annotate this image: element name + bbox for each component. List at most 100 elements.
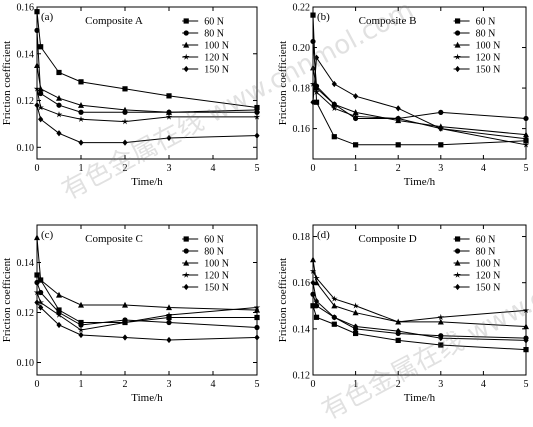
data-point [165, 113, 173, 120]
series-150n [310, 54, 529, 142]
data-point [77, 115, 85, 122]
y-tick-label: 0.18 [293, 84, 311, 95]
data-point [438, 342, 444, 348]
legend-marker [182, 271, 190, 278]
data-point [310, 64, 316, 71]
data-point [523, 323, 529, 330]
x-tick-label: 5 [524, 379, 529, 390]
data-point [395, 105, 401, 112]
series-100n [34, 234, 260, 313]
legend-entry: 60 N [476, 235, 496, 246]
data-point [353, 142, 359, 148]
y-axis-label: Friction coefficient [1, 258, 13, 342]
data-point [56, 130, 62, 137]
data-point [37, 299, 44, 306]
x-tick-label: 5 [255, 163, 260, 174]
y-tick-label: 0.12 [293, 371, 311, 382]
data-point [37, 276, 44, 283]
x-tick-label: 1 [353, 379, 358, 390]
data-point [78, 79, 84, 85]
data-point [310, 279, 316, 286]
series-line [312, 305, 527, 351]
legend-entry: 150 N [204, 283, 229, 294]
data-point [353, 323, 359, 330]
chart-panel-4: 0 1 2 3 4 5 0.12 0.14 0.16 0.18 Time/h Friction coe… [277, 224, 530, 404]
data-point [352, 109, 359, 115]
data-point [523, 135, 529, 142]
data-point [523, 131, 529, 138]
data-point [310, 38, 316, 45]
data-point [78, 102, 84, 108]
data-point [166, 319, 172, 326]
legend-entry: 150 N [204, 65, 229, 76]
legend-marker [454, 53, 461, 60]
series-150n [310, 279, 529, 344]
chart-title: Composite A [85, 15, 143, 27]
series-80n [34, 279, 260, 331]
data-point [395, 117, 402, 124]
plot-frame [312, 224, 527, 376]
data-point [253, 304, 261, 311]
data-point [313, 274, 320, 281]
legend-entry: 60 N [204, 17, 224, 28]
y-tick-label: 0.14 [293, 324, 311, 335]
data-point [55, 111, 63, 118]
data-point [56, 69, 62, 76]
data-point [33, 85, 41, 92]
data-point [395, 328, 401, 335]
data-point [55, 311, 63, 318]
data-point [166, 134, 172, 142]
legend-marker [454, 41, 461, 48]
x-tick-label: 2 [396, 379, 401, 390]
legend-marker [454, 259, 461, 266]
data-point [522, 306, 530, 314]
data-point [313, 54, 320, 61]
plot-frame [36, 6, 258, 160]
data-point [313, 99, 320, 105]
series-80n [310, 291, 529, 341]
data-point [78, 139, 84, 146]
data-point [310, 291, 316, 297]
data-point [313, 314, 320, 320]
series-120n [309, 267, 530, 325]
data-point [34, 9, 40, 15]
data-point [310, 12, 316, 18]
x-tick-label: 2 [123, 163, 128, 174]
data-point [254, 324, 260, 331]
data-point [310, 256, 316, 263]
data-point [353, 115, 359, 122]
data-point [38, 116, 44, 123]
data-point [331, 134, 337, 140]
legend-marker [454, 271, 461, 278]
data-point [166, 93, 172, 99]
data-point [310, 99, 316, 106]
legend-entry: 120 N [204, 53, 229, 64]
y-tick-label: 0.20 [293, 43, 311, 54]
legend-marker [454, 18, 461, 24]
data-point [78, 109, 84, 115]
data-point [313, 298, 320, 305]
data-point [37, 85, 44, 92]
series-60n [310, 12, 529, 148]
data-point [253, 113, 261, 120]
y-tick-label: 0.16 [17, 3, 35, 14]
data-point [77, 326, 85, 333]
data-point [165, 311, 173, 318]
series-60n [310, 303, 529, 353]
data-point [523, 347, 529, 353]
data-point [522, 141, 530, 148]
data-point [331, 314, 337, 321]
data-point [331, 101, 338, 107]
data-point [438, 334, 444, 342]
data-point [438, 125, 444, 132]
data-point [34, 279, 40, 286]
y-axis-label: Friction coefficient [277, 258, 289, 342]
x-tick-label: 3 [438, 379, 443, 390]
data-point [38, 289, 44, 296]
series-line [312, 67, 527, 136]
data-point [38, 44, 44, 50]
series-line [36, 88, 257, 123]
legend-entry: 120 N [476, 53, 501, 64]
data-point [34, 299, 40, 306]
data-point [78, 322, 84, 328]
